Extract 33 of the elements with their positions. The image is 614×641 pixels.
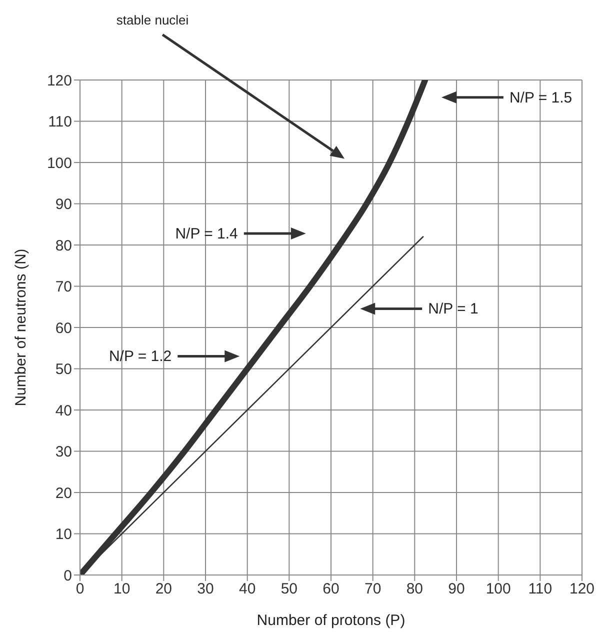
x-tick-label: 120 [569,580,595,598]
y-tick-label: 100 [46,154,72,172]
x-tick-label: 90 [448,580,465,598]
x-tick-label: 110 [528,580,552,598]
annotation: N/P = 1 [428,300,478,318]
y-tick-label: 60 [55,320,72,337]
annotation: N/P = 1.5 [509,89,572,106]
y-tick-label: 50 [55,361,72,378]
y-tick-label: 30 [55,444,72,461]
annotation: N/P = 1.4 [175,225,238,242]
y-tick-label: 0 [64,567,72,584]
x-tick-label: 30 [197,580,214,598]
x-tick-label: 100 [486,580,511,598]
y-tick-label: 20 [55,484,72,502]
x-tick-label: 50 [280,580,298,598]
x-tick-label: 20 [155,580,172,598]
y-tick-label: 10 [55,526,72,544]
y-tick-label: 40 [55,402,72,420]
y-tick-label: 70 [55,278,72,296]
x-tick-label: 10 [113,580,130,598]
text: stable nuclei [116,12,189,28]
x-tick-label: 80 [406,580,424,598]
y-tick-label: 120 [46,72,72,90]
x-tick-label: 40 [238,580,256,598]
y-tick-label: 90 [55,196,72,214]
x-tick-label: 70 [364,580,382,598]
y-axis-title: Number of neutrons (N) [12,248,30,406]
y-tick-label: 80 [55,237,72,254]
x-axis-title: Number of protons (P) [256,612,406,629]
x-tick-label: 60 [322,580,340,598]
annotation: N/P = 1.2 [108,348,172,366]
x-tick-label: 0 [76,580,84,598]
y-tick-label: 110 [48,114,72,131]
